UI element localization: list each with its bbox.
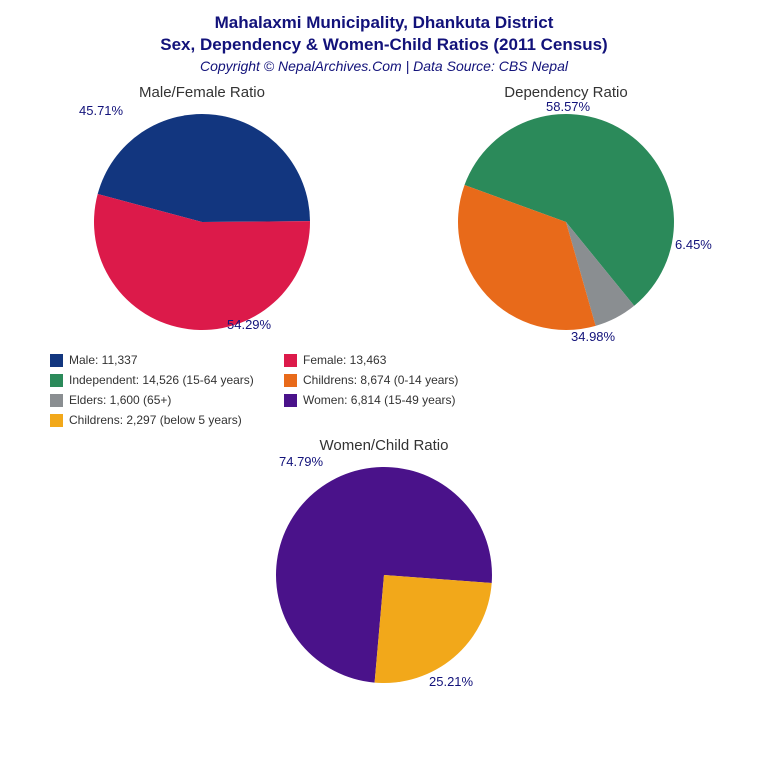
legend-item: Childrens: 8,674 (0-14 years) [284, 373, 494, 387]
legend-label: Male: 11,337 [69, 353, 138, 367]
title-block: Mahalaxmi Municipality, Dhankuta Distric… [20, 12, 748, 74]
chart-container: Mahalaxmi Municipality, Dhankuta Distric… [0, 0, 768, 768]
legend-swatch [284, 354, 297, 367]
legend-swatch [284, 394, 297, 407]
legend-swatch [50, 414, 63, 427]
legend-item: Male: 11,337 [50, 353, 260, 367]
legend-item: Childrens: 2,297 (below 5 years) [50, 413, 260, 427]
legend-swatch [50, 354, 63, 367]
pie-slice [375, 575, 492, 683]
legend-swatch [50, 374, 63, 387]
legend-item: Independent: 14,526 (15-64 years) [50, 373, 260, 387]
chart-title: Male/Female Ratio [139, 84, 265, 101]
legend: Male: 11,337 Female: 13,463 Independent: 1… [50, 353, 718, 427]
legend-item: Women: 6,814 (15-49 years) [284, 393, 494, 407]
pie-chart: 58.57%6.45%34.98% [451, 107, 681, 337]
legend-label: Independent: 14,526 (15-64 years) [69, 373, 254, 387]
data-label: 6.45% [675, 237, 712, 252]
legend-label: Female: 13,463 [303, 353, 386, 367]
data-label: 58.57% [546, 99, 590, 114]
legend-label: Elders: 1,600 (65+) [69, 393, 171, 407]
title-line-2: Sex, Dependency & Women-Child Ratios (20… [20, 34, 748, 56]
data-label: 74.79% [279, 454, 323, 469]
legend-item: Female: 13,463 [284, 353, 494, 367]
chart-dependency: Dependency Ratio 58.57%6.45%34.98% [384, 84, 748, 337]
chart-women-child: Women/Child Ratio 74.79%25.21% [202, 437, 566, 690]
legend-swatch [50, 394, 63, 407]
data-label: 25.21% [429, 674, 473, 689]
legend-label: Women: 6,814 (15-49 years) [303, 393, 456, 407]
top-charts-row: Male/Female Ratio 45.71%54.29% Dependenc… [20, 84, 748, 337]
chart-male-female: Male/Female Ratio 45.71%54.29% [20, 84, 384, 337]
legend-label: Childrens: 8,674 (0-14 years) [303, 373, 458, 387]
pie-chart: 45.71%54.29% [87, 107, 317, 337]
data-label: 54.29% [227, 317, 271, 332]
legend-label: Childrens: 2,297 (below 5 years) [69, 413, 242, 427]
legend-item: Elders: 1,600 (65+) [50, 393, 260, 407]
data-label: 45.71% [79, 103, 123, 118]
bottom-chart-row: Women/Child Ratio 74.79%25.21% [20, 437, 748, 690]
chart-title: Women/Child Ratio [320, 437, 449, 454]
pie-chart: 74.79%25.21% [269, 460, 499, 690]
title-line-1: Mahalaxmi Municipality, Dhankuta Distric… [20, 12, 748, 34]
subtitle: Copyright © NepalArchives.Com | Data Sou… [20, 58, 748, 74]
data-label: 34.98% [571, 329, 615, 344]
legend-swatch [284, 374, 297, 387]
